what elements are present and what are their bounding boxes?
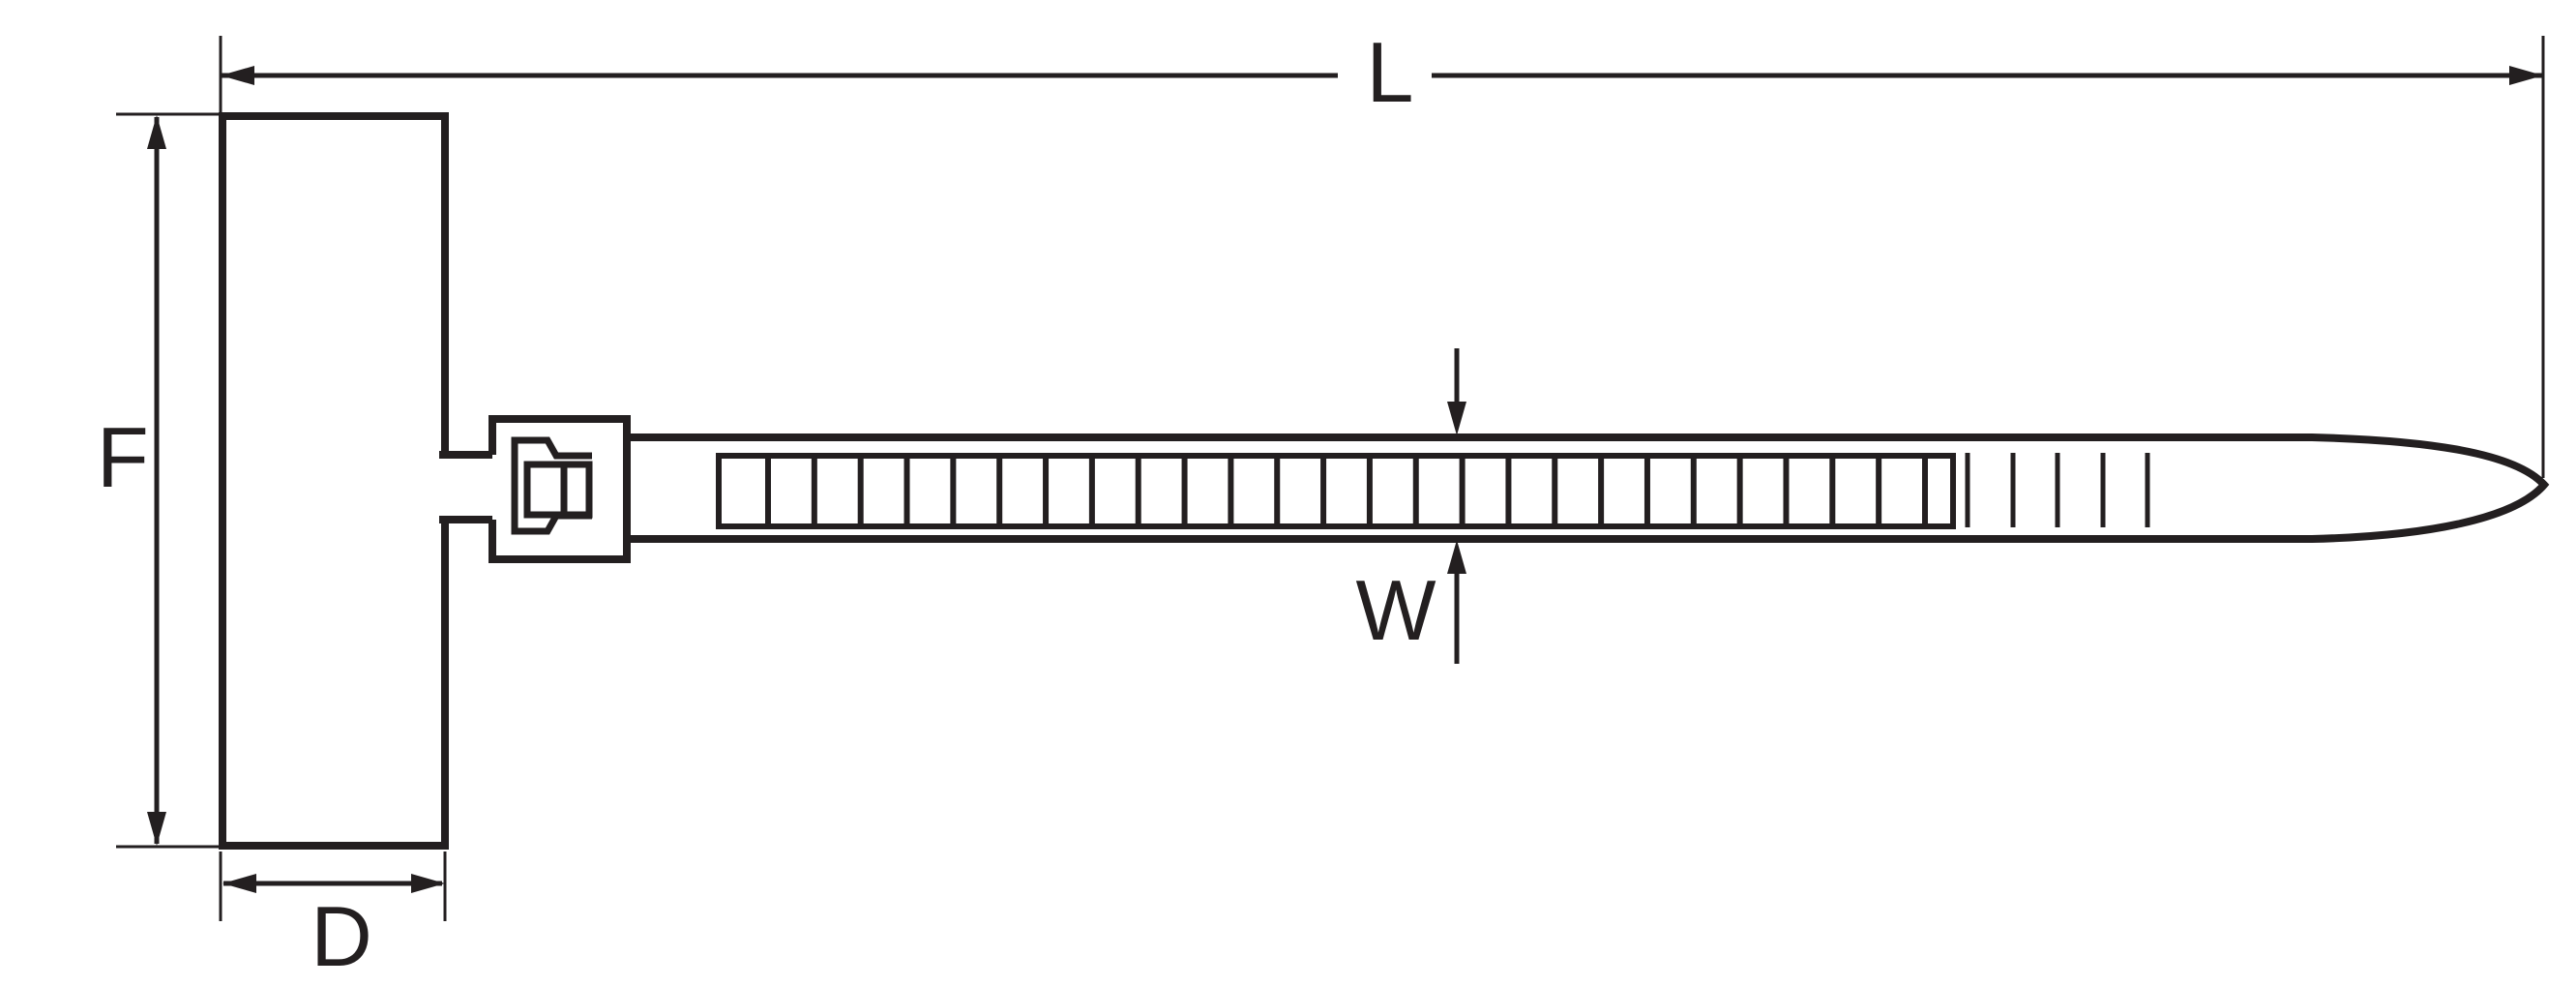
dimension-flag-height: F	[97, 112, 221, 849]
cable-tie-outline	[219, 112, 2550, 850]
label-flag-depth: D	[311, 888, 372, 984]
arrowhead-up-to-strap	[1447, 540, 1466, 574]
label-flag-height: F	[97, 409, 149, 505]
flag-plate	[219, 112, 449, 850]
arrowhead-up	[147, 115, 166, 149]
arrowhead-down-to-strap	[1447, 402, 1466, 435]
arrowhead-right-d	[411, 874, 445, 893]
label-strap-width: W	[1355, 562, 1436, 658]
tooth-band	[716, 453, 1956, 529]
ratchet-pawl	[511, 436, 592, 535]
arrowhead-down	[147, 812, 166, 846]
tip-serration-ticks	[1965, 453, 2150, 527]
arrowhead-right	[2509, 66, 2543, 85]
dimension-strap-width: W	[1355, 348, 1466, 664]
tooth-dividers	[765, 456, 1928, 526]
tie-head	[489, 415, 631, 563]
flag-neck	[439, 451, 492, 523]
dimension-flag-depth: D	[219, 852, 447, 984]
pawl-insert	[523, 461, 593, 519]
label-overall-length: L	[1367, 24, 1414, 120]
strap	[627, 433, 2550, 543]
arrowhead-left	[221, 66, 254, 85]
arrowhead-left-d	[222, 874, 256, 893]
dimension-overall-length: L	[219, 24, 2545, 478]
